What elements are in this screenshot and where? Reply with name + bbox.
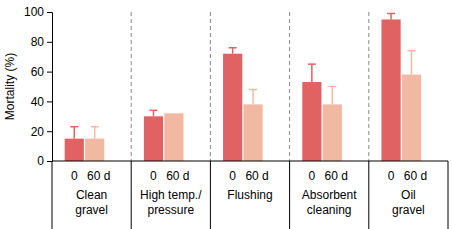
y-tick: 100 xyxy=(24,5,52,19)
error-line xyxy=(74,127,76,139)
y-tick-mark xyxy=(47,42,52,43)
series-label: 60 d xyxy=(245,169,268,183)
y-axis-line xyxy=(47,13,53,162)
category-label: Cleangravel xyxy=(75,188,108,217)
error-cap xyxy=(387,13,395,15)
category-label-line: High temp./ xyxy=(140,188,202,202)
series-label: 60 d xyxy=(404,169,427,183)
category-label: Oilgravel xyxy=(392,188,425,217)
error-line xyxy=(94,127,96,139)
error-cap xyxy=(70,126,78,128)
bar xyxy=(402,75,421,161)
bar xyxy=(144,116,163,161)
bar xyxy=(65,139,84,161)
label-separator xyxy=(289,161,290,229)
bar xyxy=(243,104,262,161)
error-bar xyxy=(308,64,316,82)
error-line xyxy=(311,64,313,82)
y-tick-mark xyxy=(47,72,52,73)
error-line xyxy=(153,110,155,116)
bar xyxy=(302,82,321,161)
y-tick-label: 40 xyxy=(31,95,45,109)
bar xyxy=(323,104,342,161)
error-bar xyxy=(229,48,237,54)
error-bar xyxy=(70,127,78,139)
y-tick-mark xyxy=(47,131,52,132)
series-label: 0 xyxy=(309,169,316,183)
error-cap xyxy=(328,86,336,88)
y-tick-label: 0 xyxy=(37,154,44,168)
chart: 0 20 40 60 80 100 Mortality (%) 0 60 d 0 60 d 0 60 d… xyxy=(0,0,452,229)
error-line xyxy=(232,48,234,54)
error-bar xyxy=(407,51,415,75)
error-line xyxy=(252,89,254,104)
series-label: 0 xyxy=(150,169,157,183)
y-tick: 40 xyxy=(31,95,52,109)
y-tick: 60 xyxy=(31,65,52,79)
label-box-edge xyxy=(448,161,449,229)
series-label: 0 xyxy=(71,169,78,183)
group-separator xyxy=(368,12,369,161)
category-label: Absorbentcleaning xyxy=(302,188,357,217)
error-line xyxy=(332,87,334,105)
y-tick-label: 100 xyxy=(24,5,44,19)
category-label: Flushing xyxy=(227,188,272,202)
error-cap xyxy=(149,110,157,112)
y-tick: 80 xyxy=(31,35,52,49)
y-tick-mark xyxy=(47,12,52,13)
y-tick-label: 80 xyxy=(31,35,45,49)
group-separator xyxy=(210,12,211,161)
plot-area xyxy=(65,13,421,161)
x-axis-line xyxy=(52,161,448,162)
series-label: 0 xyxy=(388,169,395,183)
error-cap xyxy=(249,89,257,91)
category-label-line: pressure xyxy=(147,203,194,217)
x-labels: 060 d060 d060 d060 d060 dCleangravelHigh… xyxy=(71,169,427,217)
label-separator xyxy=(368,161,369,229)
error-cap xyxy=(407,50,415,52)
error-cap xyxy=(308,63,316,65)
error-bar xyxy=(328,87,336,105)
bar xyxy=(381,19,400,161)
y-tick-mark xyxy=(47,161,52,162)
error-bar xyxy=(91,127,99,139)
bar xyxy=(85,139,104,161)
error-bar xyxy=(249,89,257,104)
group-separator xyxy=(131,12,132,161)
category-label-line: gravel xyxy=(75,203,108,217)
error-line xyxy=(390,13,392,19)
label-separator xyxy=(131,161,132,229)
category-label: High temp./pressure xyxy=(140,188,202,217)
bar xyxy=(223,54,242,161)
series-label: 0 xyxy=(229,169,236,183)
label-box-edge xyxy=(52,161,53,229)
category-label-line: Flushing xyxy=(227,188,272,202)
bar xyxy=(164,113,183,161)
category-label-line: cleaning xyxy=(307,203,352,217)
y-tick-label: 20 xyxy=(31,125,45,139)
series-label: 60 d xyxy=(166,169,189,183)
error-cap xyxy=(91,126,99,128)
y-axis: 0 20 40 60 80 100 xyxy=(24,5,53,168)
y-axis-title: Mortality (%) xyxy=(3,53,17,120)
y-tick: 20 xyxy=(31,125,52,139)
error-cap xyxy=(229,47,237,49)
series-label: 60 d xyxy=(87,169,110,183)
label-separator xyxy=(210,161,211,229)
series-label: 60 d xyxy=(325,169,348,183)
separators xyxy=(52,12,448,229)
error-line xyxy=(411,51,413,75)
error-bar xyxy=(387,13,395,19)
category-label-line: gravel xyxy=(392,203,425,217)
y-tick-label: 60 xyxy=(31,65,45,79)
error-bar xyxy=(149,110,157,116)
category-label-line: Oil xyxy=(401,188,416,202)
group-separator xyxy=(289,12,290,161)
y-tick: 0 xyxy=(37,154,52,168)
category-label-line: Absorbent xyxy=(302,188,357,202)
y-tick-mark xyxy=(47,101,52,102)
category-label-line: Clean xyxy=(76,188,107,202)
